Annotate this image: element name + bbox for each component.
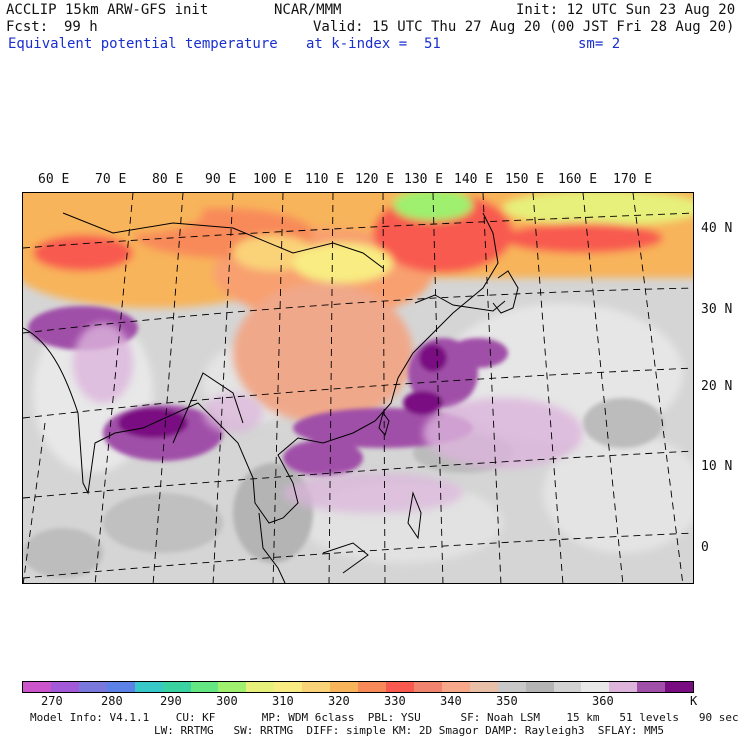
lat-label: 20 N — [701, 379, 733, 394]
lon-label: 140 E — [454, 172, 494, 187]
lon-label: 80 E — [152, 172, 184, 187]
colorbar-swatch — [469, 682, 498, 692]
lat-label: 10 N — [701, 459, 733, 474]
colorbar-tick: 340 — [440, 694, 462, 708]
colorbar-swatch — [358, 682, 386, 692]
colorbar-swatch — [78, 682, 107, 692]
colorbar-swatch — [302, 682, 331, 692]
lon-label: 130 E — [404, 172, 444, 187]
colorbar-swatch — [609, 682, 638, 692]
colorbar-swatch — [413, 682, 442, 692]
map-panel — [22, 192, 694, 584]
lon-label: 100 E — [253, 172, 293, 187]
colorbar-tick: 280 — [101, 694, 123, 708]
colorbar-swatch — [246, 682, 275, 692]
model-title: ACCLIP 15km ARW-GFS init — [6, 2, 209, 18]
colorbar-tick: 300 — [216, 694, 238, 708]
theta-e-field — [23, 193, 693, 583]
lon-label: 110 E — [305, 172, 345, 187]
colorbar-swatch — [665, 682, 694, 692]
lon-label: 150 E — [505, 172, 545, 187]
colorbar-swatch — [497, 682, 526, 692]
colorbar — [22, 681, 694, 693]
colorbar-swatch — [581, 682, 610, 692]
colorbar-tick: 330 — [384, 694, 406, 708]
colorbar-tick: 310 — [272, 694, 294, 708]
model-info-line1: Model Info: V4.1.1 CU: KF MP: WDM 6class… — [30, 711, 739, 724]
colorbar-swatch — [553, 682, 582, 692]
lon-label: 60 E — [38, 172, 70, 187]
forecast-label: Fcst: — [6, 19, 49, 35]
organization: NCAR/MMM — [274, 2, 342, 18]
coastlines — [23, 212, 519, 583]
colorbar-swatch — [23, 682, 51, 692]
colorbar-tick: 360 — [592, 694, 614, 708]
colorbar-swatch — [330, 682, 359, 692]
colorbar-swatch — [162, 682, 191, 692]
colorbar-swatch — [637, 682, 666, 692]
colorbar-tick: 350 — [496, 694, 518, 708]
colorbar-tick: 320 — [328, 694, 350, 708]
colorbar-tick: 270 — [41, 694, 63, 708]
lon-label: 160 E — [558, 172, 598, 187]
colorbar-swatch — [274, 682, 303, 692]
lon-label: 120 E — [355, 172, 395, 187]
valid-time: Valid: 15 UTC Thu 27 Aug 20 (00 JST Fri … — [313, 19, 735, 35]
field-name: Equivalent potential temperature — [8, 36, 278, 52]
colorbar-swatch — [441, 682, 470, 692]
lat-label: 30 N — [701, 302, 733, 317]
lon-label: 70 E — [95, 172, 127, 187]
colorbar-unit: K — [690, 694, 698, 708]
colorbar-swatch — [50, 682, 79, 692]
colorbar-swatch — [190, 682, 219, 692]
model-info-line2: LW: RRTMG SW: RRTMG DIFF: simple KM: 2D … — [154, 724, 664, 737]
forecast-hours: 99 h — [64, 19, 98, 35]
init-time: Init: 12 UTC Sun 23 Aug 20 — [516, 2, 736, 18]
colorbar-swatch — [106, 682, 135, 692]
lon-label: 170 E — [613, 172, 653, 187]
level-info: at k-index = 51 — [306, 36, 441, 52]
colorbar-swatch — [134, 682, 163, 692]
lat-label: 0 — [701, 540, 709, 555]
lilac-regions — [73, 323, 583, 513]
lon-label: 90 E — [205, 172, 237, 187]
colorbar-swatch — [525, 682, 554, 692]
colorbar-swatch — [218, 682, 247, 692]
graticule — [23, 193, 693, 583]
colorbar-tick: 290 — [160, 694, 182, 708]
lat-label: 40 N — [701, 221, 733, 236]
smoothing-info: sm= 2 — [578, 36, 621, 52]
warm-midlatitude-band — [23, 193, 693, 423]
colorbar-swatch — [385, 682, 414, 692]
